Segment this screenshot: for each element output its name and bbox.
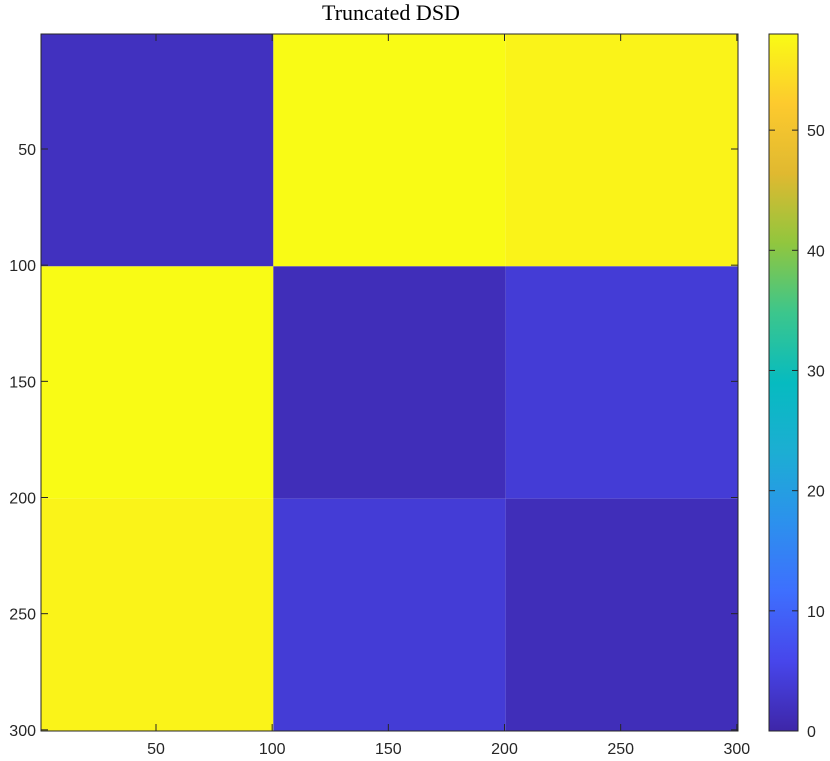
heatmap-block-5 <box>273 266 506 499</box>
colorbar-tick-label: 10 <box>807 604 825 621</box>
y-tick-label: 250 <box>9 607 36 624</box>
colorbar-tick-label: 30 <box>807 363 825 380</box>
y-tick-label: 200 <box>9 491 36 508</box>
y-tick-label: 50 <box>18 142 36 159</box>
colorbar-tick-label: 50 <box>807 123 825 140</box>
heatmap-block-6 <box>505 266 738 499</box>
heatmap-cells <box>41 34 738 731</box>
heatmap-block-8 <box>273 498 506 731</box>
x-tick-label: 300 <box>723 741 750 758</box>
y-axis: 50 100 150 200 250 300 <box>9 142 738 740</box>
x-tick-label: 250 <box>607 741 634 758</box>
colorbar-tick-label: 40 <box>807 243 825 260</box>
x-tick-label: 200 <box>491 741 518 758</box>
plot-frame <box>40 33 739 732</box>
x-axis: 50 100 150 200 250 300 <box>147 34 750 758</box>
heatmap-block-7 <box>41 498 274 731</box>
x-tick-label: 100 <box>259 741 286 758</box>
x-tick-label: 50 <box>147 741 165 758</box>
heatmap-block-1 <box>41 34 274 267</box>
y-tick-label: 150 <box>9 374 36 391</box>
heatmap-block-4 <box>41 266 274 499</box>
colorbar-tick-label: 0 <box>807 724 816 741</box>
colorbar-axis: 0 10 20 30 40 50 <box>769 123 825 741</box>
y-tick-label: 100 <box>9 258 36 275</box>
heatmap-block-9 <box>505 498 738 731</box>
y-tick-label: 300 <box>9 723 36 740</box>
colorbar <box>769 34 798 731</box>
chart-title: Truncated DSD <box>322 0 460 25</box>
heatmap-block-2 <box>273 34 506 267</box>
heatmap-block-3 <box>505 34 738 267</box>
x-tick-label: 150 <box>375 741 402 758</box>
colorbar-frame <box>768 33 799 732</box>
colorbar-tick-label: 20 <box>807 484 825 501</box>
